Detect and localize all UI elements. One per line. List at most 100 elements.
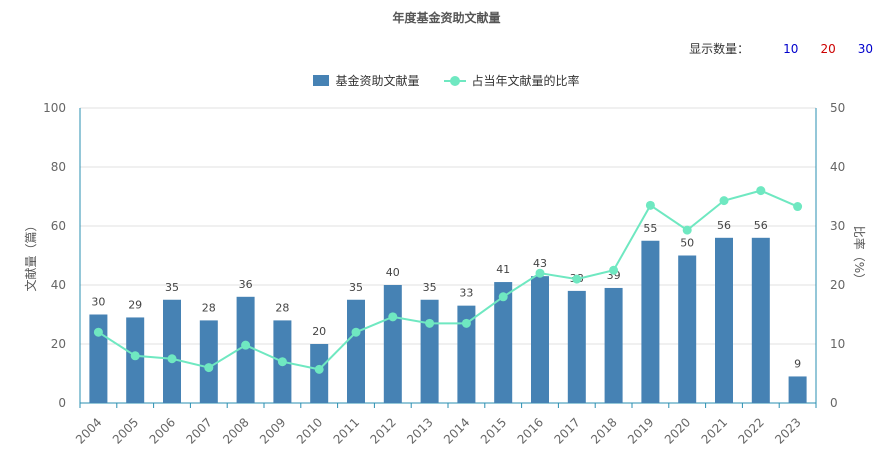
bar-value-label: 35 [165,281,179,294]
bar-value-label: 41 [496,263,510,276]
y2-tick-label: 30 [830,219,845,233]
ratio-point [130,351,140,361]
y2-tick-label: 40 [830,160,845,174]
bar-value-label: 28 [275,301,289,314]
x-tick-label: 2004 [73,415,104,446]
x-tick-label: 2017 [551,415,582,446]
bar-value-label: 35 [423,281,437,294]
y-tick-label: 60 [51,219,66,233]
bar-value-label: 36 [239,278,253,291]
ratio-point [719,196,729,206]
bar [494,282,513,403]
ratio-point [314,364,324,374]
bar [457,305,476,403]
ratio-point [204,363,214,373]
x-tick-label: 2015 [478,415,509,446]
count-option-20[interactable]: 20 [820,41,836,56]
y2-tick-label: 20 [830,278,845,292]
bar [604,287,623,403]
bar [678,255,697,403]
x-tick-label: 2018 [588,415,619,446]
x-tick-label: 2009 [257,415,288,446]
bar [641,240,660,403]
count-selector-label: 显示数量： [689,42,750,56]
legend-line-label: 占当年文献量的比率 [471,74,580,88]
ratio-point [241,340,251,350]
legend-bar-label: 基金资助文献量 [335,74,420,88]
bar-value-label: 56 [754,219,768,232]
x-tick-label: 2013 [404,415,435,446]
x-tick-label: 2016 [515,415,546,446]
ratio-point [388,312,398,322]
y2-axis-label: 比率（%） [852,226,867,285]
ratio-point [572,274,582,284]
ratio-point [645,200,655,210]
bar-value-label: 55 [643,222,657,235]
y2-tick-label: 50 [830,101,845,115]
x-tick-label: 2014 [441,415,472,446]
bar [567,290,586,403]
y-tick-label: 0 [58,396,66,410]
chart-title: 年度基金资助文献量 [392,11,501,25]
ratio-point [461,318,471,328]
bar [89,314,108,403]
count-option-10[interactable]: 10 [783,41,799,56]
bar [531,276,549,403]
bar-value-label: 29 [128,298,142,311]
bar [788,376,807,403]
count-selector: 显示数量： 10 20 30 [689,40,873,57]
legend-line-swatch [443,75,466,86]
ratio-point [682,225,692,235]
x-tick-label: 2011 [331,415,362,446]
bar [751,237,770,403]
bar [715,237,733,403]
bar-value-label: 56 [717,219,731,232]
ratio-point [351,327,361,337]
legend-item-line[interactable]: 占当年文献量的比率 [443,72,580,89]
ratio-point [609,265,619,275]
bar-value-label: 35 [349,281,363,294]
bar-value-label: 40 [386,266,400,279]
x-tick-label: 2007 [183,415,214,446]
ratio-line [97,189,798,371]
legend-item-bar[interactable]: 基金资助文献量 [313,72,420,89]
x-tick-label: 2010 [294,415,325,446]
x-tick-label: 2005 [110,415,141,446]
x-tick-label: 2021 [699,415,730,446]
ratio-point [498,292,508,302]
y-tick-label: 80 [51,160,66,174]
x-tick-label: 2019 [625,415,656,446]
y-tick-label: 40 [51,278,66,292]
y-tick-label: 100 [43,101,66,115]
bar-value-label: 33 [459,287,473,300]
bar [347,299,365,403]
ratio-point [93,327,103,337]
count-option-30[interactable]: 30 [857,41,873,56]
legend-bar-swatch [313,75,330,86]
ratio-point [425,318,435,328]
bar [420,299,439,403]
bar-value-label: 28 [202,301,216,314]
bar-value-label: 43 [533,257,547,270]
ratio-point [535,268,545,278]
bar [199,320,218,403]
x-tick-label: 2023 [772,415,803,446]
bar-value-label: 50 [680,237,694,250]
y-tick-label: 20 [51,337,66,351]
bar-value-label: 30 [91,296,105,309]
y2-tick-label: 10 [830,337,845,351]
ratio-point [167,354,177,364]
x-tick-label: 2008 [220,415,251,446]
ratio-point [277,357,287,367]
legend: 基金资助文献量 占当年文献量的比率 [0,72,893,89]
ratio-point [756,186,766,196]
ratio-point [793,202,803,212]
bar [236,296,255,403]
bar [383,285,402,403]
y-axis-label: 文献量（篇） [23,219,38,291]
x-tick-label: 2020 [662,415,693,446]
bar-value-label: 9 [794,357,801,370]
x-tick-label: 2022 [735,415,766,446]
y2-tick-label: 0 [830,396,838,410]
